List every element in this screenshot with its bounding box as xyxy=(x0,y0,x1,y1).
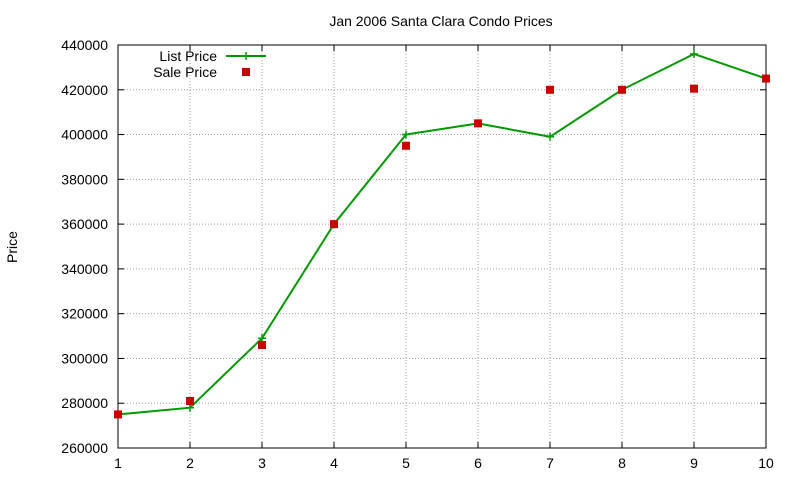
y-tick-label: 380000 xyxy=(61,171,108,187)
list-price-point xyxy=(258,334,266,343)
sale-price-point xyxy=(114,410,122,419)
y-tick-label: 300000 xyxy=(61,350,108,366)
x-tick-label: 2 xyxy=(186,455,194,471)
legend-swatch-marker xyxy=(242,52,250,60)
x-tick-label: 5 xyxy=(402,455,410,471)
legend-swatch-marker xyxy=(242,68,250,76)
axis-ticks: 1 2 3 4 5 6 7 8 9 10 260000 280000 300000 320000 34000… xyxy=(61,37,774,471)
plot-frame xyxy=(117,44,767,449)
list-price-point xyxy=(186,403,194,412)
y-tick-label: 280000 xyxy=(61,395,108,411)
sale-price-point xyxy=(258,341,266,350)
y-tick-label: 340000 xyxy=(61,261,108,277)
list-price-point xyxy=(690,49,698,58)
chart-title: Jan 2006 Santa Clara Condo Prices xyxy=(329,13,552,29)
x-tick-label: 8 xyxy=(618,455,626,471)
sale-price-point xyxy=(690,84,698,93)
x-tick-label: 10 xyxy=(758,455,774,471)
x-tick-label: 7 xyxy=(546,455,554,471)
sale-price-point xyxy=(618,85,626,94)
sale-price-point xyxy=(762,74,770,83)
sale-price-point xyxy=(330,220,338,229)
grid xyxy=(118,45,766,448)
series-line-list-price xyxy=(117,52,767,416)
legend-label: List Price xyxy=(159,48,217,64)
y-tick-label: 320000 xyxy=(61,306,108,322)
list-price-point xyxy=(546,132,554,141)
x-tick-label: 6 xyxy=(474,455,482,471)
list-price-point xyxy=(402,130,410,139)
x-tick-label: 1 xyxy=(114,455,122,471)
y-tick-label: 360000 xyxy=(61,216,108,232)
sale-price-point xyxy=(546,85,554,94)
series-layer xyxy=(114,49,770,419)
y-tick-label: 420000 xyxy=(61,82,108,98)
sale-price-point xyxy=(402,141,410,150)
sale-price-point xyxy=(186,396,194,405)
y-axis-label: Price xyxy=(4,231,20,263)
y-tick-label: 400000 xyxy=(61,127,108,143)
x-tick-label: 9 xyxy=(690,455,698,471)
x-tick-label: 3 xyxy=(258,455,266,471)
sale-price-point xyxy=(474,119,482,128)
x-tick-label: 4 xyxy=(330,455,338,471)
y-tick-label: 440000 xyxy=(61,37,108,53)
y-tick-label: 260000 xyxy=(61,440,108,456)
legend-label: Sale Price xyxy=(153,64,217,80)
